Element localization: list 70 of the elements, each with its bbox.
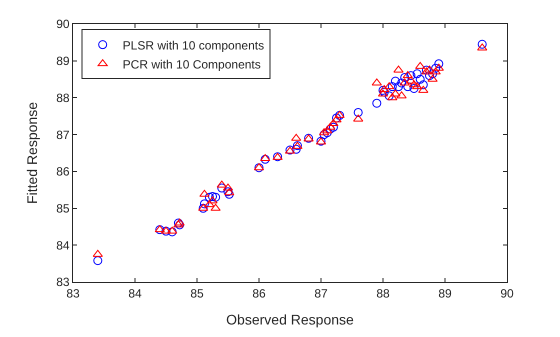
point [400, 72, 410, 82]
point [92, 250, 103, 257]
point [430, 67, 441, 74]
point [425, 71, 434, 80]
y-tick-label: 90 [56, 17, 70, 32]
point [478, 40, 487, 49]
point [379, 85, 390, 92]
point [434, 59, 444, 68]
x-tick-label: 86 [252, 286, 266, 300]
point [325, 122, 336, 130]
x-tick-label: 87 [314, 286, 328, 300]
point [260, 154, 270, 164]
point [434, 64, 444, 71]
x-tick-label: 90 [500, 286, 514, 300]
x-tick-label: 85 [190, 286, 204, 300]
y-tick-label: 84 [56, 238, 70, 252]
legend-label: PCR with 10 Components [122, 57, 261, 72]
x-tick-label: 89 [438, 286, 452, 300]
point [292, 144, 301, 154]
y-tick-label: 86 [56, 164, 70, 179]
point [384, 91, 394, 100]
point [211, 192, 220, 202]
point [224, 190, 234, 199]
point [353, 114, 364, 122]
point [93, 256, 102, 266]
point [354, 108, 363, 117]
point [418, 80, 428, 90]
point [428, 69, 438, 78]
point [418, 86, 428, 93]
y-tick-label: 85 [56, 201, 70, 216]
y-tick-label: 87 [56, 128, 70, 142]
point [477, 43, 488, 50]
point [216, 180, 227, 188]
point [394, 82, 403, 92]
x-tick-label: 84 [128, 286, 142, 300]
point [291, 134, 302, 141]
point [320, 130, 329, 140]
point [388, 82, 397, 92]
point [415, 62, 426, 69]
point [217, 184, 226, 193]
point [410, 84, 418, 93]
legend-label: PLSR with 10 components [122, 38, 264, 52]
x-axis-title: Observed Response [226, 312, 354, 328]
point [322, 128, 332, 138]
y-axis-title: Fitted Response [24, 102, 40, 204]
point [372, 98, 382, 108]
point [406, 71, 416, 80]
x-tick-label: 88 [376, 286, 390, 300]
point [400, 78, 410, 86]
y-tick-label: 88 [56, 90, 70, 105]
point [431, 64, 440, 73]
point [384, 82, 394, 90]
point [390, 76, 400, 86]
point [397, 78, 406, 88]
point [208, 192, 217, 201]
point [204, 192, 214, 202]
point [412, 69, 422, 78]
point [200, 199, 209, 208]
point [322, 126, 332, 134]
point [260, 154, 270, 162]
y-tick-label: 89 [56, 54, 70, 68]
point [372, 78, 382, 86]
point [403, 82, 412, 92]
point [168, 227, 177, 236]
point [402, 71, 413, 78]
point [416, 74, 425, 84]
point [378, 86, 388, 95]
point [167, 226, 178, 234]
point [328, 122, 338, 132]
point [387, 93, 398, 100]
